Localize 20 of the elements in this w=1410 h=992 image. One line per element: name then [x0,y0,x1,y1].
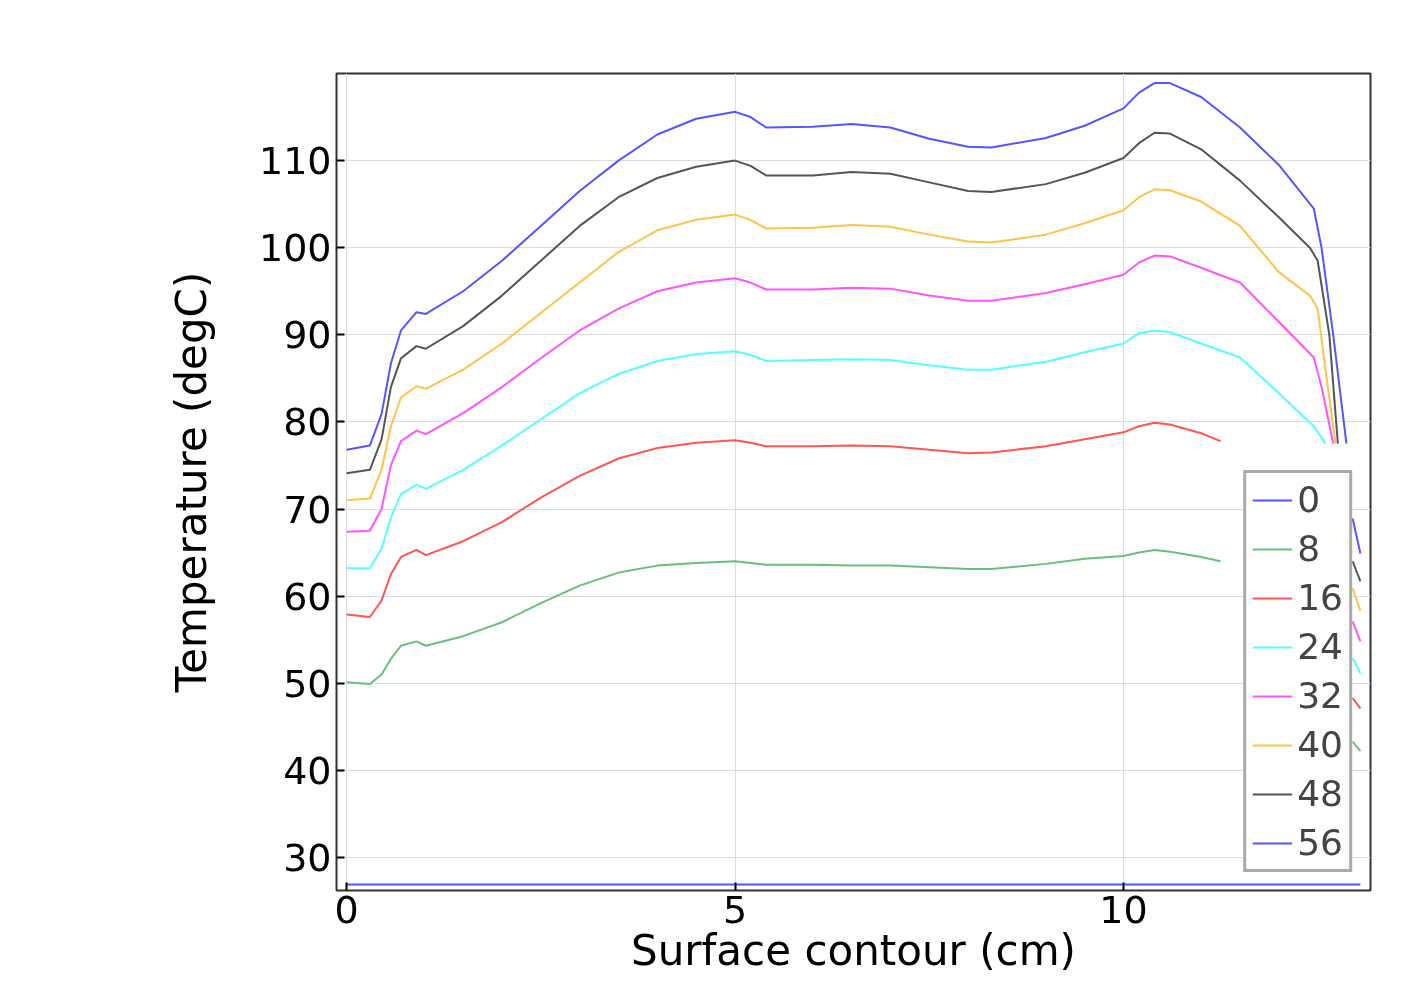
legend-label: 0 [1297,479,1321,520]
y-axis-title: Temperature (degC) [166,271,216,694]
legend-label: 40 [1297,724,1343,765]
y-tick-label: 50 [283,661,332,706]
x-tick-label: 0 [334,887,359,932]
y-tick-label: 30 [283,835,332,880]
y-tick-label: 40 [283,748,332,793]
y-tick-label: 100 [258,226,332,271]
legend-label: 56 [1297,822,1343,863]
legend-label: 32 [1297,675,1343,716]
y-tick-label: 70 [283,487,332,532]
legend-label: 24 [1297,626,1343,667]
legend-label: 16 [1297,577,1343,618]
legend-label: 48 [1297,773,1343,814]
y-tick-label: 110 [258,139,332,184]
legend-label: 8 [1297,528,1321,569]
y-tick-label: 60 [283,574,332,619]
y-tick-label: 90 [283,313,332,358]
x-tick-label: 10 [1099,887,1148,932]
y-tick-label: 80 [283,400,332,445]
